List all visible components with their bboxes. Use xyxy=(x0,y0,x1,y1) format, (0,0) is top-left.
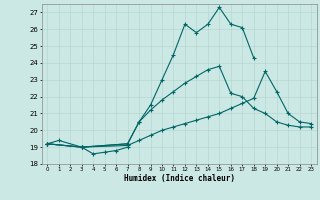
X-axis label: Humidex (Indice chaleur): Humidex (Indice chaleur) xyxy=(124,174,235,183)
